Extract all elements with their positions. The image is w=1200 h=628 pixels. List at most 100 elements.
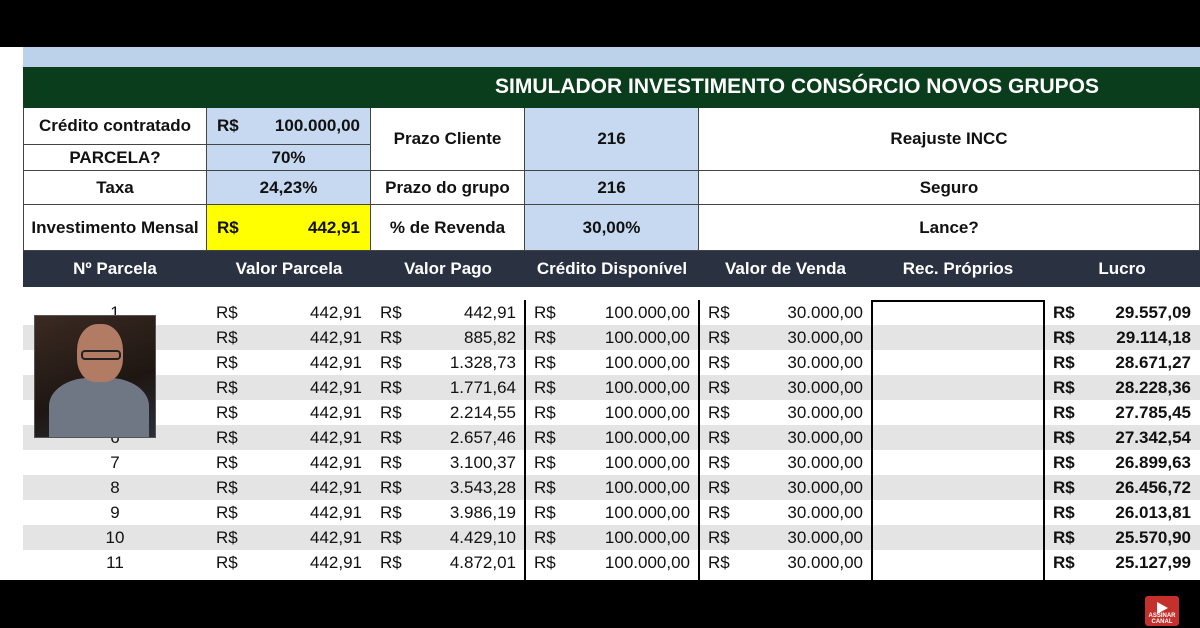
col-header-rec-proprios[interactable]: Rec. Próprios	[902, 259, 1014, 278]
parcela-input[interactable]: 70%	[207, 145, 371, 171]
cell-valor-pago[interactable]: R$ 2.214,55	[371, 400, 525, 425]
col-header-lucro[interactable]: Lucro	[1098, 259, 1146, 278]
cell-lucro[interactable]: R$ 25.570,90	[1044, 525, 1200, 550]
cell-parcela-num[interactable]: 9	[110, 502, 120, 522]
col-header-valor-parcela[interactable]: Valor Parcela	[235, 259, 343, 278]
cell-rec-proprios[interactable]	[872, 325, 1044, 350]
cell-rec-proprios[interactable]	[872, 450, 1044, 475]
cell-lucro[interactable]: R$ 28.228,36	[1044, 375, 1200, 400]
prazo-cliente-input[interactable]: 216	[525, 108, 699, 171]
cell-lucro[interactable]: R$ 28.671,27	[1044, 350, 1200, 375]
cell-parcela-num[interactable]: 8	[110, 477, 120, 497]
cell-lucro[interactable]: R$ 27.342,54	[1044, 425, 1200, 450]
cell-valor-parcela[interactable]: R$ 442,91	[207, 550, 371, 575]
cell-valor-pago[interactable]: R$ 3.543,28	[371, 475, 525, 500]
table-row[interactable]: 10 R$ 442,91 R$ 4.429,10 R$ 100.000,00 R$ 30.000…	[23, 525, 1200, 550]
cell-lucro[interactable]: R$ 26.899,63	[1044, 450, 1200, 475]
cell-valor-parcela[interactable]: R$ 442,91	[207, 375, 371, 400]
cell-credito[interactable]: R$ 100.000,00	[525, 425, 699, 450]
col-header-valor-pago[interactable]: Valor Pago	[404, 259, 492, 278]
cell-valor-pago[interactable]: R$ 1.771,64	[371, 375, 525, 400]
cell-valor-parcela[interactable]: R$ 442,91	[207, 425, 371, 450]
cell-valor-parcela[interactable]: R$ 442,91	[207, 500, 371, 525]
cell-valor-venda[interactable]: R$ 30.000,00	[699, 425, 872, 450]
prazo-grupo-input[interactable]: 216	[525, 171, 699, 205]
table-row[interactable]: 3R$442,91R$1.328,73R$100.000,00R$30.000,…	[23, 350, 1200, 375]
cell-lucro[interactable]: R$ 26.456,72	[1044, 475, 1200, 500]
cell-valor-pago[interactable]: R$ 1.328,73	[371, 350, 525, 375]
cell-valor-parcela[interactable]: R$ 442,91	[207, 350, 371, 375]
cell-valor-venda[interactable]: R$ 30.000,00	[699, 375, 872, 400]
seguro-label[interactable]: Seguro	[699, 171, 1200, 205]
cell-credito[interactable]: R$ 100.000,00	[525, 450, 699, 475]
cell-credito[interactable]: R$ 100.000,00	[525, 375, 699, 400]
cell-lucro[interactable]: R$ 26.013,81	[1044, 500, 1200, 525]
cell-valor-pago[interactable]: R$ 442,91	[371, 300, 525, 325]
table-row[interactable]: 6R$442,91R$2.657,46R$100.000,00R$30.000,…	[23, 425, 1200, 450]
cell-rec-proprios[interactable]	[872, 400, 1044, 425]
cell-valor-parcela[interactable]: R$ 442,91	[207, 325, 371, 350]
col-header-credito[interactable]: Crédito Disponível	[536, 259, 688, 278]
cell-valor-parcela[interactable]: R$ 442,91	[207, 450, 371, 475]
cell-valor-venda[interactable]: R$ 30.000,00	[699, 525, 872, 550]
cell-rec-proprios[interactable]	[872, 475, 1044, 500]
table-row[interactable]: 7 R$ 442,91 R$ 3.100,37 R$ 100.000,00 R$ 30.000,…	[23, 450, 1200, 475]
cell-valor-venda[interactable]: R$ 30.000,00	[699, 475, 872, 500]
reajuste-label[interactable]: Reajuste INCC	[699, 108, 1200, 171]
cell-credito[interactable]: R$ 100.000,00	[525, 550, 699, 575]
cell-valor-venda[interactable]: R$ 30.000,00	[699, 450, 872, 475]
cell-rec-proprios[interactable]	[872, 350, 1044, 375]
taxa-input[interactable]: 24,23%	[207, 171, 371, 205]
cell-lucro[interactable]: R$ 27.785,45	[1044, 400, 1200, 425]
table-row[interactable]: 11 R$ 442,91 R$ 4.872,01 R$ 100.000,00 R$ 30.000…	[23, 550, 1200, 575]
revenda-input[interactable]: 30,00%	[525, 205, 699, 251]
table-row[interactable]: 5R$442,91R$2.214,55R$100.000,00R$30.000,…	[23, 400, 1200, 425]
cell-lucro[interactable]: R$ 29.114,18	[1044, 325, 1200, 350]
cell-valor-pago[interactable]: R$ 3.986,19	[371, 500, 525, 525]
cell-rec-proprios[interactable]	[872, 375, 1044, 400]
cell-valor-parcela[interactable]: R$ 442,91	[207, 400, 371, 425]
lance-label[interactable]: Lance?	[699, 205, 1200, 251]
cell-valor-parcela[interactable]: R$ 442,91	[207, 300, 371, 325]
table-row[interactable]: 4R$442,91R$1.771,64R$100.000,00R$30.000,…	[23, 375, 1200, 400]
cell-credito[interactable]: R$ 100.000,00	[525, 400, 699, 425]
cell-valor-venda[interactable]: R$ 30.000,00	[699, 550, 872, 575]
cell-valor-parcela[interactable]: R$ 442,91	[207, 525, 371, 550]
cell-credito[interactable]: R$ 100.000,00	[525, 500, 699, 525]
table-row[interactable]: 2R$442,91R$885,82R$100.000,00R$30.000,00…	[23, 325, 1200, 350]
cell-valor-pago[interactable]: R$ 4.872,01	[371, 550, 525, 575]
cell-valor-pago[interactable]: R$ 2.657,46	[371, 425, 525, 450]
cell-parcela-num[interactable]: 10	[105, 527, 125, 547]
cell-valor-parcela[interactable]: R$ 442,91	[207, 475, 371, 500]
cell-valor-venda[interactable]: R$ 30.000,00	[699, 500, 872, 525]
cell-credito[interactable]: R$ 100.000,00	[525, 325, 699, 350]
cell-valor-venda[interactable]: R$ 30.000,00	[699, 400, 872, 425]
cell-rec-proprios[interactable]	[872, 425, 1044, 450]
cell-credito[interactable]: R$ 100.000,00	[525, 475, 699, 500]
cell-parcela-num[interactable]: 11	[106, 552, 124, 572]
cell-valor-pago[interactable]: R$ 3.100,37	[371, 450, 525, 475]
table-row[interactable]: 9 R$ 442,91 R$ 3.986,19 R$ 100.000,00 R$ 30.000,…	[23, 500, 1200, 525]
cell-credito[interactable]: R$ 100.000,00	[525, 350, 699, 375]
col-header-venda[interactable]: Valor de Venda	[725, 259, 846, 278]
subscribe-badge[interactable]: ASSINAR CANAL	[1145, 596, 1179, 626]
cell-rec-proprios[interactable]	[872, 300, 1044, 325]
cell-lucro[interactable]: R$ 29.557,09	[1044, 300, 1200, 325]
cell-valor-venda[interactable]: R$ 30.000,00	[699, 300, 872, 325]
cell-rec-proprios[interactable]	[872, 500, 1044, 525]
cell-valor-pago[interactable]: R$ 4.429,10	[371, 525, 525, 550]
cell-credito[interactable]: R$ 100.000,00	[525, 525, 699, 550]
cell-valor-venda[interactable]: R$ 30.000,00	[699, 325, 872, 350]
cell-rec-proprios[interactable]	[872, 550, 1044, 575]
table-row[interactable]: 8 R$ 442,91 R$ 3.543,28 R$ 100.000,00 R$ 30.000,…	[23, 475, 1200, 500]
credito-input[interactable]: R$ 100.000,00	[207, 108, 371, 145]
cell-rec-proprios[interactable]	[872, 525, 1044, 550]
cell-lucro[interactable]: R$ 25.127,99	[1044, 550, 1200, 575]
col-header-parcela[interactable]: Nº Parcela	[73, 259, 157, 278]
cell-parcela-num[interactable]: 7	[110, 452, 120, 472]
cell-credito[interactable]: R$ 100.000,00	[525, 300, 699, 325]
cell-valor-venda[interactable]: R$ 30.000,00	[699, 350, 872, 375]
cell-valor-pago[interactable]: R$ 885,82	[371, 325, 525, 350]
cell-parcela-num[interactable]: 1	[110, 302, 120, 322]
table-row[interactable]: 1 R$ 442,91 R$ 442,91 R$ 100.000,00 R$ 30.000,00…	[23, 300, 1200, 325]
